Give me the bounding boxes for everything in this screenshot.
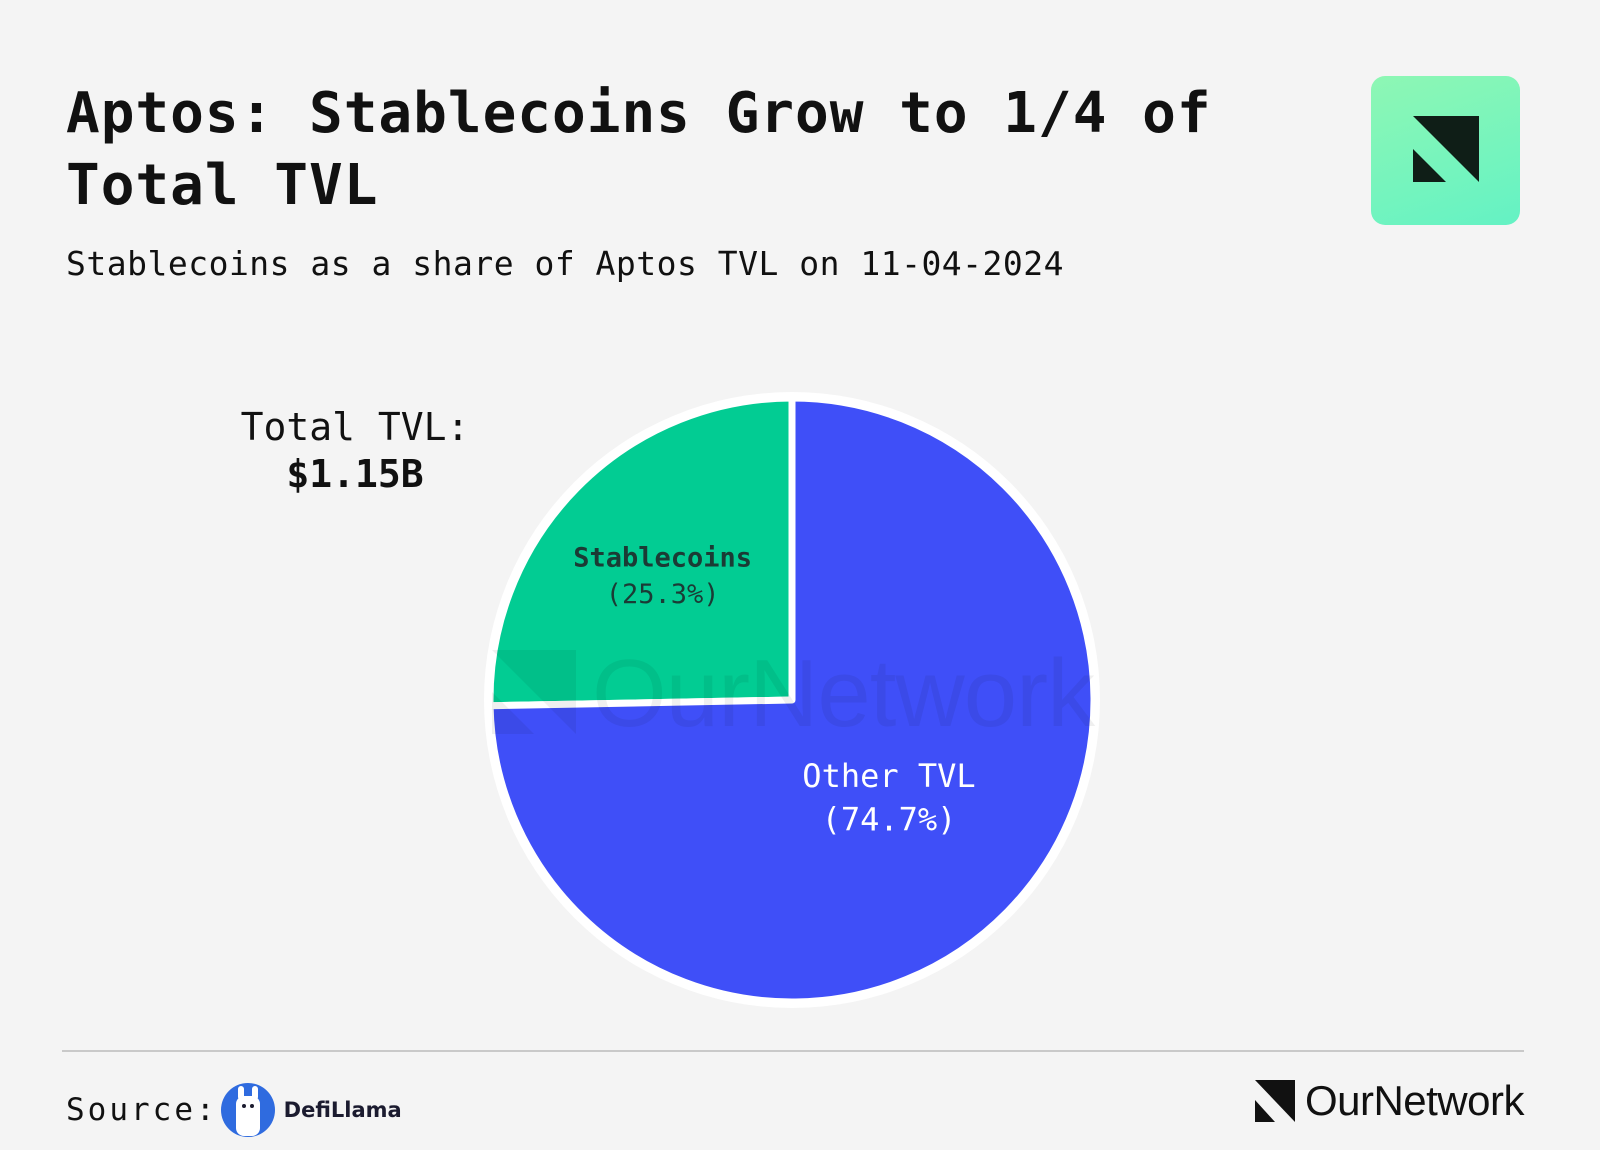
brand-logo-icon	[1413, 116, 1479, 182]
defillama-name: DefiLlama	[283, 1098, 402, 1122]
brand-badge-logo	[1371, 76, 1520, 225]
source-label: Source:	[66, 1092, 218, 1128]
ournetwork-logo-icon	[1254, 1080, 1295, 1122]
pie-value-stablecoins: (25.3%)	[606, 579, 720, 610]
pie-label-other-tvl: Other TVL	[802, 757, 975, 795]
source-attribution: Source: DefiLlama	[66, 1080, 402, 1140]
pie-value-other-tvl: (74.7%)	[822, 800, 957, 838]
chart-title: Aptos: Stablecoins Grow to 1/4 of Total …	[66, 81, 1212, 218]
defillama-logo-icon	[220, 1083, 275, 1137]
pie-slice-stablecoins	[486, 394, 796, 710]
pie-slice-other-tvl	[486, 394, 1098, 1006]
total-tvl-annotation: Total TVL: $1.15B	[230, 404, 480, 498]
footer-brand: OurNetwork	[1254, 1076, 1525, 1126]
pie-label-stablecoins: Stablecoins	[573, 542, 752, 573]
total-tvl-value: $1.15B	[286, 452, 424, 496]
footer-brand-name: OurNetwork	[1304, 1077, 1525, 1124]
chart-subtitle: Stablecoins as a share of Aptos TVL on 1…	[66, 244, 1065, 283]
total-tvl-label: Total TVL:	[240, 405, 470, 449]
footer-divider	[62, 1050, 1524, 1052]
